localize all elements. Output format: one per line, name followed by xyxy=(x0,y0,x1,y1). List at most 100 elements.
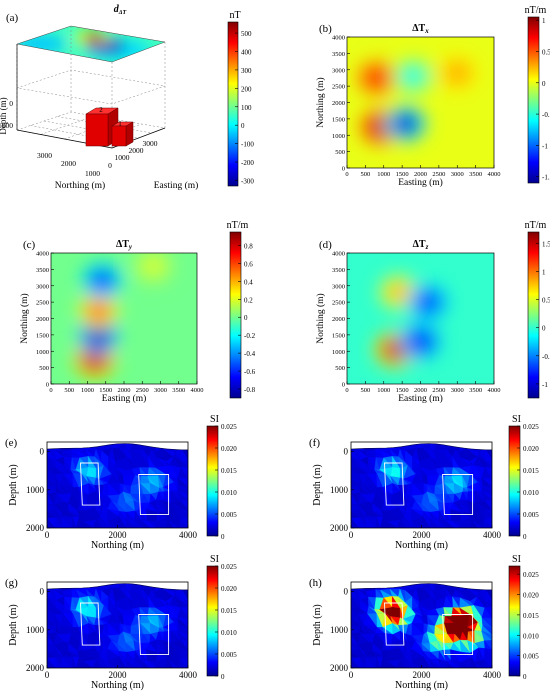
panel-d-colorbar-gradient xyxy=(527,231,540,399)
panel-b-ylabel: Northing (m) xyxy=(315,77,326,127)
panel-h-mesh-cell xyxy=(403,656,415,668)
panel-a-body-2-front xyxy=(85,113,109,147)
panel-d-ytick-label: 2500 xyxy=(332,300,345,307)
panel-b-ytick-label: 4000 xyxy=(332,35,345,42)
panel-h-ytick-label: 2000 xyxy=(330,663,349,673)
panel-e-body-outline-1 xyxy=(80,462,101,506)
panel-g-mesh-cell xyxy=(115,656,127,668)
panel-e-mesh-cell xyxy=(47,518,56,528)
panel-b-xtick-label: 4000 xyxy=(488,171,501,178)
panel-c-ylabel: Northing (m) xyxy=(19,293,30,343)
panel-e-mesh-cell xyxy=(107,521,117,528)
panel-c-anomaly-2 xyxy=(91,304,106,317)
panel-f-ytick-label: 2000 xyxy=(330,523,349,533)
panel-h-mesh-cell xyxy=(419,656,431,668)
panel-f-ylabel: Depth (m) xyxy=(312,464,323,505)
panel-e-mesh-cell xyxy=(71,517,77,528)
panel-e-xlabel: Northing (m) xyxy=(91,540,144,551)
panel-h-mesh-cell xyxy=(380,656,393,668)
panel-f-mesh-cell xyxy=(482,519,492,528)
panel-f-mesh-cell xyxy=(470,517,478,528)
panel-f-mesh-cell xyxy=(459,521,471,528)
panel-g-ytick-label: 0 xyxy=(40,587,45,597)
panel-b-xtick-label: 3000 xyxy=(451,171,464,178)
panel-c-xtick-label: 0 xyxy=(49,387,52,394)
panel-a-easting-tick: 1000 xyxy=(115,153,130,162)
panel-a-body-1-front xyxy=(111,125,127,147)
panel-e-colorbar-tick-label: 0.005 xyxy=(221,511,237,519)
panel-b-colorbar-tick-label: 1 xyxy=(542,17,546,25)
panel-f-panel-label: (f) xyxy=(309,437,320,449)
panel-f-colorbar: SI0.025 0.020 0.015 0.010 0.005 0 xyxy=(508,414,539,541)
panel-c-background xyxy=(51,253,197,384)
panel-a-zlabel: Depth (m) xyxy=(0,97,8,134)
panel-d-anomaly-layer xyxy=(373,273,449,369)
panel-a-colorbar-tick-label: 300 xyxy=(241,67,252,75)
panel-b-xtick-label: 3500 xyxy=(469,171,482,178)
panel-g-mesh-cell xyxy=(83,661,94,668)
panel-h-mesh-cell xyxy=(411,661,421,668)
panel-e-ytick-label: 1000 xyxy=(26,485,45,495)
panel-h-xtick-label: 2000 xyxy=(413,670,432,680)
panel-d-xtick-label: 1500 xyxy=(396,387,409,394)
panel-c-title: ΔTy xyxy=(116,239,133,251)
panel-a-colorbar-tick-label: 400 xyxy=(241,48,252,56)
panel-e-mesh-cell xyxy=(83,521,94,528)
panel-f-ytick-label: 0 xyxy=(344,447,349,457)
panel-f-mesh-cell xyxy=(351,518,360,528)
panel-h-mesh-cell xyxy=(474,661,484,668)
panel-h-colorbar-unit: SI xyxy=(512,554,521,565)
panel-g-mesh-cell xyxy=(125,658,136,668)
panel-g-surface-line xyxy=(46,583,189,591)
panel-f-mesh-cell xyxy=(396,519,406,528)
panel-h-ytick-label: 0 xyxy=(344,587,349,597)
panel-g-ytick-label: 2000 xyxy=(26,663,45,673)
panel-d-colorbar-tick-label: 1 xyxy=(542,268,546,276)
panel-b-xtick-label: 2000 xyxy=(414,171,427,178)
panel-a-body-1 xyxy=(111,121,134,147)
panel-a-surface xyxy=(17,26,165,62)
panel-a-ztick: 0 xyxy=(9,99,13,108)
panel-f-mesh-cell xyxy=(429,518,440,528)
panel-h-colorbar-tick-label: 0.020 xyxy=(523,592,539,600)
panel-c-anomaly-1 xyxy=(91,328,106,341)
panel-c-anomaly-0 xyxy=(88,353,102,366)
panel-d-xtick-label: 1000 xyxy=(377,387,390,394)
panel-h-colorbar-tick-label: 0.010 xyxy=(523,632,539,640)
panel-c-xtick-label: 1000 xyxy=(81,387,94,394)
panel-e-ytick-label: 0 xyxy=(40,447,45,457)
panel-f-mesh-cell xyxy=(445,520,455,528)
panel-f-body-outline-2 xyxy=(442,474,474,516)
panel-a-colorbar: nT 500 400 300 200 100 0 -100 -200 -300 xyxy=(227,10,254,187)
panel-d-colorbar-tick-label: 1.5 xyxy=(542,240,550,248)
panel-g-mesh-cell xyxy=(61,656,73,668)
panel-d-panel-label: (d) xyxy=(319,239,332,251)
panel-g-mesh-cell xyxy=(170,661,180,668)
panel-f-colorbar-tick-label: 0.005 xyxy=(523,511,539,519)
panel-h-colorbar-tick-label: 0.015 xyxy=(523,612,539,620)
panel-a-colorbar-tick-label: -300 xyxy=(241,177,254,185)
panel-d-anomaly-1 xyxy=(391,286,406,299)
panel-f-mesh-cell xyxy=(411,521,421,528)
panel-f-mesh-cell xyxy=(450,520,461,528)
panel-c-ytick-label: 500 xyxy=(39,365,49,372)
panel-c-panel-label: (c) xyxy=(23,239,36,251)
panel-g-mesh-cell xyxy=(178,659,188,668)
panel-g-colorbar-tick-label: 0 xyxy=(221,673,225,681)
panel-f-colorbar-tick-label: 0.015 xyxy=(523,467,539,475)
panel-a-body-label-2: 2 xyxy=(99,106,103,114)
panel-f-colorbar-tick-label: 0.010 xyxy=(523,489,539,497)
panel-a-body-1-side xyxy=(125,121,134,147)
panel-e-mesh-cell xyxy=(170,521,180,528)
panel-c-ytick-label: 1000 xyxy=(36,349,49,356)
panel-b-panel-label: (b) xyxy=(319,23,332,35)
panel-g-ylabel: Depth (m) xyxy=(8,604,19,645)
panel-h-mesh-cell xyxy=(459,661,471,668)
panel-h-mesh-cell xyxy=(482,659,492,668)
panel-g-xtick-label: 0 xyxy=(45,670,50,680)
panel-a-colorbar-unit: nT xyxy=(229,10,240,21)
